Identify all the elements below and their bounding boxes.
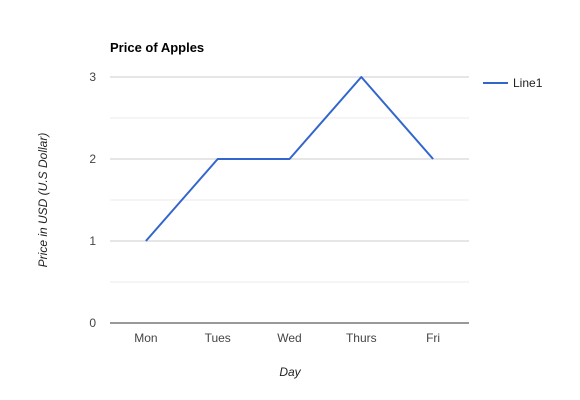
x-tick-label: Mon — [134, 331, 157, 345]
y-tick-label: 0 — [89, 316, 96, 330]
y-tick-label: 3 — [89, 70, 96, 84]
data-point — [289, 158, 291, 160]
data-point — [217, 158, 219, 160]
chart-title: Price of Apples — [110, 40, 204, 55]
x-tick-label: Fri — [426, 331, 440, 345]
legend-label: Line1 — [513, 76, 543, 90]
legend: Line1 — [483, 76, 543, 90]
x-axis-label: Day — [279, 365, 301, 379]
gridlines — [110, 77, 469, 323]
data-point — [432, 158, 434, 160]
y-tick-label: 2 — [89, 152, 96, 166]
data-point — [145, 240, 147, 242]
data-point — [360, 76, 362, 78]
x-tick-label: Thurs — [346, 331, 377, 345]
x-tick-label: Wed — [277, 331, 301, 345]
x-axis-ticks: Mon Tues Wed Thurs Fri — [134, 331, 440, 345]
y-axis-ticks: 0 1 2 3 — [89, 70, 96, 330]
y-axis-label: Price in USD (U.S Dollar) — [36, 133, 50, 268]
y-tick-label: 1 — [89, 234, 96, 248]
x-tick-label: Tues — [205, 331, 231, 345]
